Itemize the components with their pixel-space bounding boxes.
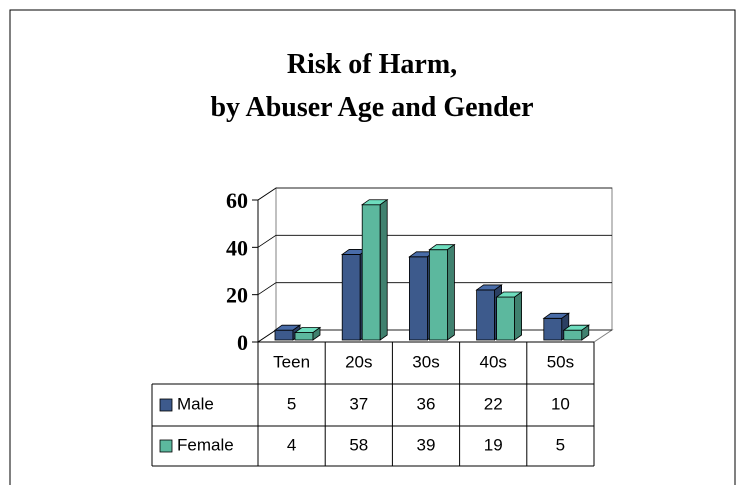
bar (476, 289, 496, 341)
bar (361, 204, 381, 341)
y-tick-label: 0 (237, 330, 248, 355)
frame (9, 9, 736, 485)
data-label: 37 (349, 394, 368, 413)
data-label: 39 (417, 435, 436, 454)
chart-title: Risk of Harm, (287, 49, 457, 80)
x-tick-label: Teen (273, 352, 310, 371)
legend-label: Male (177, 394, 214, 413)
bar (294, 332, 314, 341)
data-label: 5 (556, 435, 565, 454)
y-tick-label: 20 (226, 283, 248, 308)
bar (563, 329, 583, 341)
bar-side (446, 243, 455, 341)
x-tick-label: 30s (412, 352, 439, 371)
chart-title: by Abuser Age and Gender (210, 92, 533, 123)
data-label: 22 (484, 394, 503, 413)
data-label: 5 (287, 394, 296, 413)
data-label: 58 (349, 435, 368, 454)
data-label: 36 (417, 394, 436, 413)
side-wall (257, 187, 277, 343)
bar (543, 317, 563, 341)
bar (274, 329, 294, 341)
data-label: 10 (551, 394, 570, 413)
legend-swatch (159, 398, 173, 412)
y-tick-label: 40 (226, 235, 248, 260)
x-tick-label: 40s (479, 352, 506, 371)
grid-line (257, 234, 612, 248)
x-tick-label: 20s (345, 352, 372, 371)
bar-side (514, 291, 522, 341)
bar (428, 249, 448, 341)
data-label: 19 (484, 435, 503, 454)
y-tick-label: 60 (226, 188, 248, 213)
grid-line (257, 282, 612, 295)
x-tick-label: 50s (547, 352, 574, 371)
bar-side (581, 324, 590, 341)
legend-swatch (159, 439, 173, 453)
legend-label: Female (177, 435, 234, 454)
bar (341, 254, 361, 341)
bar (496, 296, 516, 341)
bar-side (312, 326, 321, 341)
grid-line (257, 187, 612, 201)
bar (408, 256, 428, 341)
data-label: 4 (287, 435, 296, 454)
bar-side (379, 198, 388, 341)
